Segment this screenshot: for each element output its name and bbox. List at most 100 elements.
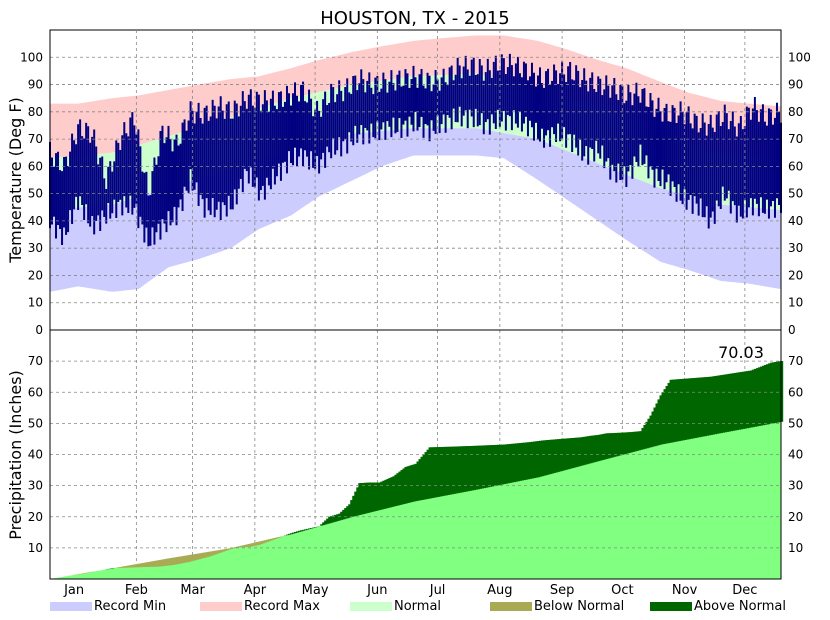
above-normal-bar [434, 447, 438, 498]
above-normal-bar [723, 374, 727, 433]
above-normal-bar [368, 482, 372, 513]
temperature-grid [50, 56, 781, 304]
below-normal-bar [153, 560, 157, 567]
temperature-axis-label: Temperature (Deg F) [6, 97, 25, 264]
above-normal-bar [498, 444, 503, 485]
above-normal-bar [767, 363, 772, 425]
below-normal-bar [247, 543, 252, 547]
above-normal-bar [655, 403, 659, 446]
month-label: Feb [125, 583, 148, 598]
above-normal-bar [350, 500, 354, 518]
above-normal-bar [306, 528, 310, 530]
below-normal-bar [195, 553, 199, 560]
legend-swatch [350, 602, 392, 611]
below-normal-bar [233, 547, 237, 549]
above-normal-bar [587, 436, 591, 464]
month-label: Nov [672, 583, 698, 598]
above-normal-bar [773, 362, 778, 423]
temperature-tick-left: 20 [28, 268, 43, 282]
below-normal-bar [123, 566, 127, 568]
below-normal-bar [241, 545, 245, 548]
precipitation-tick-left: 20 [28, 510, 43, 524]
above-normal-bar [705, 376, 709, 436]
above-normal-bar [376, 482, 380, 511]
above-normal-bar [358, 483, 362, 515]
above-normal-bar [366, 482, 370, 513]
above-normal-bar [490, 445, 495, 487]
below-normal-bar [201, 552, 205, 559]
below-normal-bar [161, 559, 165, 567]
legend-label: Above Normal [694, 599, 786, 614]
above-normal-bar [392, 476, 396, 507]
above-normal-bar [543, 440, 547, 476]
above-normal-bar [324, 520, 328, 525]
above-normal-bar [549, 439, 553, 474]
above-normal-bar [780, 361, 784, 422]
above-normal-bar [436, 447, 440, 497]
month-label: Aug [487, 583, 512, 598]
above-normal-bar [697, 377, 701, 438]
above-normal-bar [285, 534, 290, 536]
above-normal-bar [386, 478, 390, 508]
month-label: Jan [63, 583, 84, 598]
above-normal-bar [404, 466, 408, 504]
precipitation-tick-right: 60 [788, 385, 803, 399]
above-normal-bar [757, 367, 762, 426]
above-normal-bar [456, 446, 460, 494]
below-normal-bar [157, 560, 161, 567]
above-normal-bar [579, 437, 583, 466]
below-normal-bar [203, 552, 207, 558]
record-max-band [50, 35, 781, 159]
above-normal-bar [504, 444, 509, 484]
precipitation-tick-left: 50 [28, 416, 43, 430]
above-normal-bar [496, 444, 501, 486]
legend: Record Min Record Max Normal Below Normal Ab… [50, 599, 786, 614]
above-normal-bar [717, 375, 721, 434]
above-normal-bar [761, 365, 766, 426]
above-normal-bar [510, 443, 515, 483]
above-normal-bar [374, 482, 378, 511]
temperature-tick-right: 20 [788, 268, 803, 282]
above-normal-bar [709, 376, 713, 435]
below-normal-bar [213, 550, 217, 555]
precipitation-total-label: 70.03 [718, 343, 764, 362]
above-normal-bar [400, 470, 404, 505]
above-normal-bar [569, 438, 573, 469]
above-normal-bar [539, 440, 543, 477]
above-normal-bar [701, 377, 705, 437]
above-normal-bar [476, 445, 480, 490]
below-normal-bar [117, 567, 121, 568]
above-normal-bar [291, 532, 296, 534]
below-normal-bar [221, 549, 225, 552]
below-normal-bar [149, 561, 153, 567]
above-normal-bar [671, 379, 675, 443]
below-normal-bar [129, 565, 133, 568]
precipitation-tick-right: 70 [788, 354, 803, 368]
above-normal-bar [308, 528, 312, 530]
above-normal-bar [607, 433, 611, 459]
above-normal-bar [512, 443, 517, 483]
below-normal-bar [275, 537, 280, 539]
below-normal-bar [145, 562, 149, 567]
above-normal-bar [468, 446, 472, 491]
precipitation-tick-right: 40 [788, 448, 803, 462]
above-normal-bar [537, 441, 541, 478]
above-normal-bar [687, 378, 691, 440]
above-normal-bar [412, 464, 416, 502]
above-normal-bar [522, 442, 527, 481]
above-normal-bar [719, 375, 723, 434]
above-normal-bar [388, 478, 392, 508]
above-normal-bar [741, 371, 746, 429]
below-normal-bar [175, 557, 179, 565]
above-normal-bar [426, 449, 430, 499]
above-normal-bar [526, 442, 531, 480]
below-normal-bar [173, 557, 177, 565]
below-normal-bar [205, 552, 209, 558]
above-normal-bar [545, 440, 549, 476]
above-normal-bar [599, 434, 603, 461]
above-normal-bar [605, 433, 609, 459]
above-normal-bar [514, 443, 519, 482]
above-normal-bar [635, 431, 639, 451]
above-normal-bar [372, 482, 376, 512]
above-normal-bar [695, 377, 699, 438]
